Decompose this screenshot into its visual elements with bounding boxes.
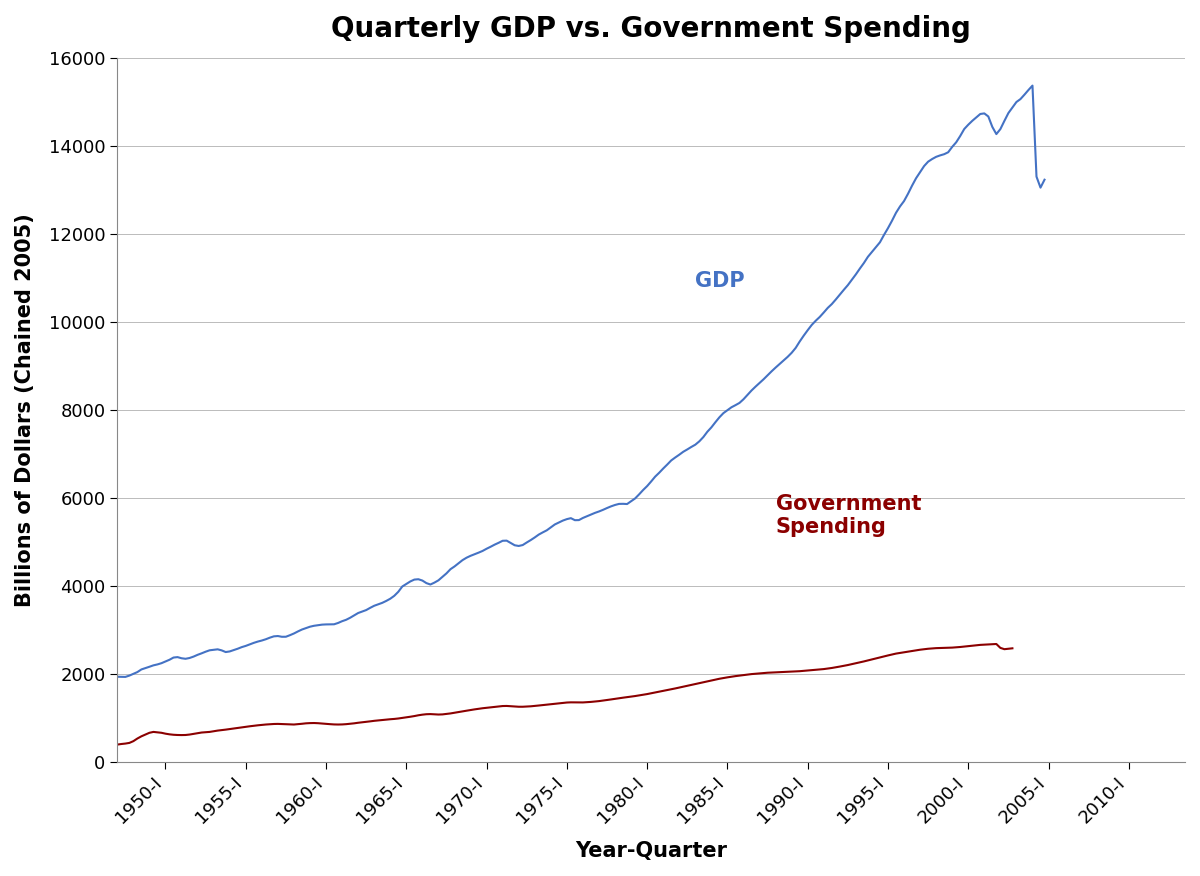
Y-axis label: Billions of Dollars (Chained 2005): Billions of Dollars (Chained 2005)	[14, 213, 35, 607]
Title: Quarterly GDP vs. Government Spending: Quarterly GDP vs. Government Spending	[331, 15, 971, 43]
Text: GDP: GDP	[695, 271, 745, 291]
X-axis label: Year-Quarter: Year-Quarter	[575, 841, 727, 861]
Text: Government
Spending: Government Spending	[775, 494, 922, 537]
